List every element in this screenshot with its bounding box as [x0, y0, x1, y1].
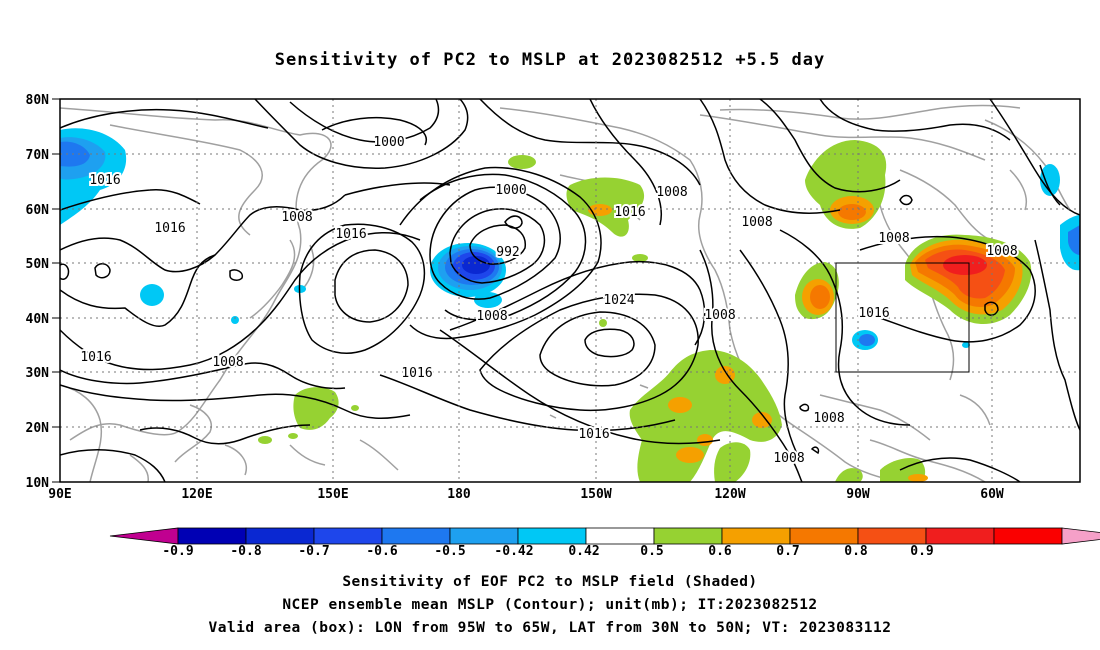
- sensitivity-shading: [60, 128, 1080, 482]
- colorbar-swatch: [449, 527, 519, 545]
- contour-label: 1008: [878, 231, 909, 246]
- contour-label: 1024: [603, 293, 634, 308]
- colorbar-max-arrow: [1061, 527, 1100, 545]
- contour-label: 1016: [80, 350, 111, 365]
- colorbar-label: 0.5: [640, 544, 663, 559]
- contour-label: 992: [496, 245, 519, 260]
- contour-label: 1008: [813, 411, 844, 426]
- colorbar-swatch: [585, 527, 655, 545]
- lat-label: 70N: [26, 148, 50, 163]
- contour-label: 1016: [614, 205, 645, 220]
- caption-line-3: Valid area (box): LON from 95W to 65W, L…: [208, 620, 892, 636]
- colorbar-swatch: [857, 527, 927, 545]
- lon-label: 180: [447, 487, 471, 502]
- contour-labels: 1000 1016 1016 1008 1016 1000 992 1008 1…: [78, 133, 1019, 468]
- colorbar-label: 0.42: [568, 544, 599, 559]
- lat-label: 30N: [26, 366, 50, 381]
- colorbar-swatch: [245, 527, 315, 545]
- colorbar-swatch: [381, 527, 451, 545]
- colorbar-swatch: [993, 527, 1063, 545]
- lat-label: 40N: [26, 312, 50, 327]
- colorbar-label: 0.6: [708, 544, 732, 559]
- contour-label: 1016: [401, 366, 432, 381]
- lon-label: 150W: [580, 487, 611, 502]
- colorbar-swatch: [653, 527, 723, 545]
- mslp-contours: [60, 99, 1080, 482]
- valid-area-box: [835, 262, 970, 373]
- lon-label: 120W: [714, 487, 745, 502]
- colorbar-labels: -0.9 -0.8 -0.7 -0.6 -0.5 -0.42 0.42 0.5 …: [162, 544, 933, 559]
- colorbar-label: -0.8: [230, 544, 261, 559]
- lon-label: 120E: [181, 487, 212, 502]
- colorbar-label: -0.7: [298, 544, 329, 559]
- coastlines: [60, 104, 1071, 482]
- colorbar-swatch: [789, 527, 859, 545]
- map-area: 1000 1016 1016 1008 1016 1000 992 1008 1…: [60, 99, 1080, 482]
- lat-label: 80N: [26, 93, 50, 108]
- colorbar-label: -0.9: [162, 544, 193, 559]
- colorbar-label: -0.5: [434, 544, 465, 559]
- contour-label: 1008: [476, 309, 507, 324]
- lon-label: 150E: [317, 487, 348, 502]
- colorbar: [109, 527, 1100, 545]
- colorbar-label: -0.6: [366, 544, 397, 559]
- lat-ticks: [52, 98, 60, 483]
- colorbar-label: 0.8: [844, 544, 868, 559]
- contour-label: 1016: [858, 306, 889, 321]
- lat-axis: 80N 70N 60N 50N 40N 30N 20N 10N: [26, 93, 50, 491]
- lat-label: 20N: [26, 421, 50, 436]
- colorbar-swatch: [721, 527, 791, 545]
- colorbar-label: 0.7: [776, 544, 799, 559]
- caption-line-1: Sensitivity of EOF PC2 to MSLP field (Sh…: [342, 574, 758, 590]
- contour-label: 1008: [741, 215, 772, 230]
- contour-label: 1008: [212, 355, 243, 370]
- map-frame: [59, 98, 1081, 483]
- contour-label: 1016: [335, 227, 366, 242]
- colorbar-swatch: [517, 527, 587, 545]
- lon-label: 90W: [846, 487, 870, 502]
- lon-label: 90E: [48, 487, 71, 502]
- lon-label: 60W: [980, 487, 1004, 502]
- contour-label: 1016: [89, 173, 120, 188]
- lon-axis: 90E 120E 150E 180 150W 120W 90W 60W: [48, 487, 1004, 502]
- contour-label: 1000: [495, 183, 526, 198]
- colorbar-label: -0.42: [494, 544, 533, 559]
- colorbar-min-arrow: [109, 527, 179, 545]
- contour-label: 1008: [773, 451, 804, 466]
- colorbar-swatch: [177, 527, 247, 545]
- lat-label: 50N: [26, 257, 50, 272]
- contour-label: 1016: [578, 427, 609, 442]
- colorbar-swatch: [313, 527, 383, 545]
- contour-label: 1008: [986, 244, 1017, 259]
- lat-label: 60N: [26, 203, 50, 218]
- map-title: Sensitivity of PC2 to MSLP at 2023082512…: [274, 50, 826, 70]
- colorbar-swatch: [925, 527, 995, 545]
- contour-label: 1008: [704, 308, 735, 323]
- grid-lines: [60, 99, 1080, 482]
- colorbar-label: 0.9: [910, 544, 933, 559]
- caption-line-2: NCEP ensemble mean MSLP (Contour); unit(…: [282, 597, 818, 613]
- contour-label: 1016: [154, 221, 185, 236]
- contour-label: 1000: [373, 135, 404, 150]
- contour-label: 1008: [281, 210, 312, 225]
- contour-label: 1008: [656, 185, 687, 200]
- lat-label: 10N: [26, 476, 50, 491]
